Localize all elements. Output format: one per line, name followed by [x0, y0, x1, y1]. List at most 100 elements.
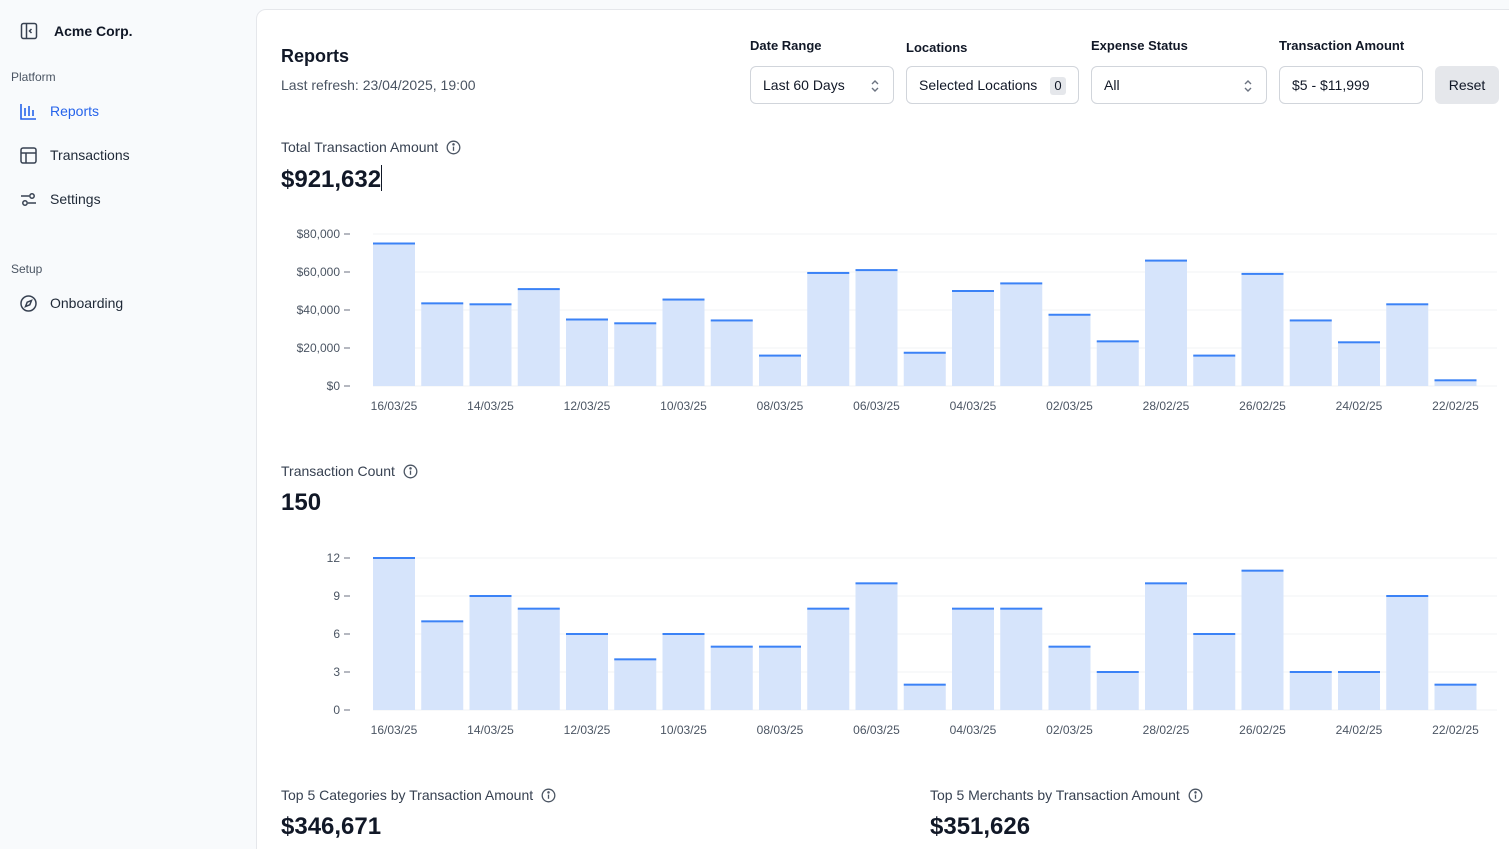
bar [1048, 314, 1091, 386]
sidebar-item-settings[interactable]: Settings [19, 187, 101, 211]
sidebar-item-label: Settings [50, 191, 101, 207]
y-tick-label: $20,000 [297, 341, 341, 355]
bar-top-line [517, 288, 560, 291]
locations-select[interactable]: Selected Locations 0 [906, 66, 1079, 104]
bar [1096, 341, 1139, 386]
bar-top-line [469, 303, 512, 306]
bar [1338, 672, 1380, 710]
bar-top-line [952, 607, 994, 610]
locations-count-badge: 0 [1050, 77, 1066, 95]
bar [1000, 608, 1043, 710]
bar-top-line [759, 354, 801, 357]
last-refresh: Last refresh: 23/04/2025, 19:00 [281, 77, 476, 93]
locations-value: Selected Locations [919, 77, 1038, 93]
bar [566, 319, 608, 386]
x-tick-label: 16/03/25 [371, 399, 418, 413]
bar-top-line [373, 557, 415, 559]
bar [1096, 672, 1139, 710]
top-merchants-label-text: Top 5 Merchants by Transaction Amount [930, 787, 1180, 803]
total-amount-chart: $0 $20,000 $40,000 $60,000 $80,000 16/03/25 14… [297, 227, 1497, 413]
bar-top-line [1000, 282, 1043, 285]
bar [1193, 355, 1236, 386]
x-tick-label: 02/03/25 [1046, 723, 1093, 737]
sidebar-item-onboarding[interactable]: Onboarding [19, 291, 123, 315]
expense-status-select[interactable]: All [1091, 66, 1267, 104]
info-icon[interactable] [446, 140, 461, 155]
bar-chart-icon [20, 103, 36, 120]
x-tick-label: 22/02/25 [1432, 399, 1479, 413]
bar-top-line [1145, 582, 1187, 585]
bar-top-line [566, 318, 608, 321]
bar [1338, 342, 1380, 386]
y-tick-label: $0 [327, 379, 341, 393]
bar-top-line [855, 582, 898, 585]
top-categories-value: $346,671 [281, 813, 382, 840]
info-icon[interactable] [541, 788, 556, 803]
sidebar-item-label: Transactions [50, 147, 130, 163]
transaction-amount-input[interactable]: $5 - $11,999 [1279, 66, 1423, 104]
x-tick-label: 12/03/25 [564, 399, 611, 413]
y-tick-label: 9 [333, 589, 340, 603]
bar [710, 646, 753, 710]
bar-top-line [1193, 354, 1236, 357]
sliders-icon [21, 192, 36, 206]
x-tick-label: 24/02/25 [1336, 723, 1383, 737]
expense-status-label: Expense Status [1091, 38, 1188, 53]
total-amount-label: Total Transaction Amount [281, 139, 461, 155]
bar-top-line [1193, 633, 1236, 635]
bar [1434, 380, 1477, 386]
bar [710, 320, 753, 386]
info-icon[interactable] [1188, 788, 1203, 803]
sidebar-toggle-icon[interactable] [20, 22, 38, 40]
y-tick-label: $60,000 [297, 265, 341, 279]
x-tick-label: 02/03/25 [1046, 399, 1093, 413]
bar [1289, 672, 1332, 710]
section-label-platform: Platform [11, 70, 56, 84]
reset-button[interactable]: Reset [1435, 66, 1499, 104]
bar [469, 304, 512, 386]
bar-top-line [662, 298, 705, 301]
y-tick-label: 0 [333, 703, 340, 717]
bar-top-line [855, 269, 898, 272]
x-tick-label: 14/03/25 [467, 723, 514, 737]
bar-top-line [1096, 671, 1139, 673]
x-tick-label: 26/02/25 [1239, 723, 1286, 737]
bar [469, 596, 512, 710]
bar-top-line [614, 322, 657, 325]
bar [855, 270, 898, 386]
bar-top-line [373, 242, 415, 245]
bar-top-line [759, 645, 801, 648]
bar-top-line [614, 658, 657, 661]
bar-top-line [1241, 569, 1284, 572]
top-merchants-value: $351,626 [930, 813, 1031, 840]
date-range-label: Date Range [750, 38, 822, 53]
date-range-select[interactable]: Last 60 Days [750, 66, 894, 104]
bar [903, 352, 946, 386]
bar [517, 289, 560, 386]
bar [807, 272, 850, 386]
bar [1000, 283, 1043, 386]
sidebar-item-transactions[interactable]: Transactions [19, 143, 130, 167]
count-label: Transaction Count [281, 463, 418, 479]
bar [614, 659, 657, 710]
brand-name: Acme Corp. [54, 23, 133, 39]
total-amount-value-text: $921,632 [281, 166, 382, 193]
x-tick-label: 04/03/25 [950, 723, 997, 737]
bar [662, 634, 705, 710]
sidebar-item-reports[interactable]: Reports [19, 99, 99, 123]
bar-top-line [1048, 313, 1091, 316]
bar-top-line [807, 607, 850, 610]
transaction-amount-label: Transaction Amount [1279, 38, 1405, 53]
x-tick-label: 28/02/25 [1143, 399, 1190, 413]
bar-top-line [566, 633, 608, 635]
y-tick-label: 6 [333, 627, 340, 641]
info-icon[interactable] [403, 464, 418, 479]
bar [421, 303, 464, 386]
x-tick-label: 10/03/25 [660, 723, 707, 737]
count-value: 150 [281, 489, 322, 516]
x-tick-label: 04/03/25 [950, 399, 997, 413]
chevron-up-down-icon [871, 80, 879, 92]
bar-top-line [1434, 379, 1477, 382]
bar [759, 646, 801, 710]
x-tick-label: 08/03/25 [757, 723, 804, 737]
